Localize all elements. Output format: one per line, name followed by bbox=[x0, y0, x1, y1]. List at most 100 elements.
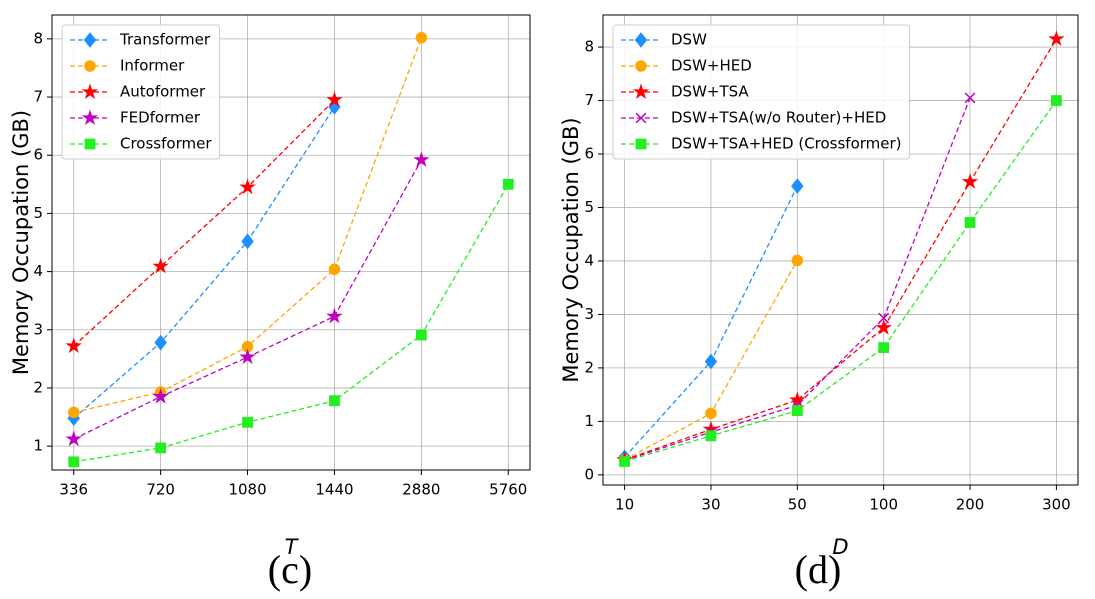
y-tick-label: 5 bbox=[33, 204, 43, 222]
y-tick-label: 7 bbox=[584, 91, 594, 109]
marker bbox=[635, 138, 647, 150]
marker bbox=[791, 405, 803, 417]
marker bbox=[68, 456, 80, 468]
y-tick-label: 4 bbox=[33, 262, 43, 280]
legend-label: DSW+TSA(w/o Router)+HED bbox=[671, 109, 886, 127]
series-line bbox=[624, 100, 1057, 463]
legend-label: Informer bbox=[120, 57, 185, 75]
x-tick-label: 200 bbox=[956, 496, 985, 514]
plot-frame bbox=[602, 14, 1079, 486]
marker bbox=[789, 391, 806, 407]
legend: Transformer Informer Autoformer FEDformer Cr… bbox=[61, 24, 220, 160]
marker bbox=[705, 407, 717, 420]
marker bbox=[415, 329, 427, 341]
marker bbox=[961, 173, 979, 189]
marker bbox=[154, 334, 167, 351]
marker bbox=[964, 92, 976, 104]
legend-label: DSW bbox=[671, 31, 707, 49]
marker bbox=[326, 91, 343, 107]
x-tick-label: 100 bbox=[869, 496, 898, 514]
legend-label: Transformer bbox=[119, 31, 211, 49]
marker bbox=[155, 442, 167, 454]
y-tick-label: 6 bbox=[33, 146, 43, 164]
marker bbox=[152, 388, 169, 404]
y-tick-label: 0 bbox=[584, 465, 594, 483]
x-tick-label: 1080 bbox=[228, 481, 266, 499]
y-tick-label: 3 bbox=[584, 305, 594, 323]
series-line bbox=[73, 106, 336, 419]
x-axis-label: T bbox=[285, 535, 300, 559]
x-tick-label: 720 bbox=[146, 481, 175, 499]
chart: 10 30 50 100 200 300 0 1 2 3 4 5 6 7 8 D Memory Occupati… bbox=[559, 14, 1079, 592]
series-line bbox=[73, 99, 335, 347]
series-line bbox=[624, 38, 1057, 461]
x-tick-label: 336 bbox=[59, 481, 88, 499]
plot-frame bbox=[51, 14, 531, 471]
marker bbox=[878, 342, 890, 353]
marker bbox=[635, 60, 647, 72]
marker bbox=[634, 32, 648, 48]
marker bbox=[875, 319, 892, 335]
y-tick-label: 4 bbox=[584, 251, 594, 269]
marker bbox=[415, 31, 428, 44]
legend-label: Crossformer bbox=[120, 135, 212, 153]
marker bbox=[791, 254, 804, 267]
x-tick-label: 5760 bbox=[489, 481, 527, 499]
legend: DSW DSW+HED DSW+TSA DSW+TSA(w/o Router)+HED… bbox=[612, 24, 911, 160]
legend-label: DSW+TSA bbox=[671, 83, 749, 101]
caption: (d) bbox=[795, 547, 842, 592]
x-tick-label: 30 bbox=[701, 496, 720, 514]
marker bbox=[81, 109, 99, 125]
marker bbox=[964, 217, 976, 228]
y-axis-label: Memory Occupation (GB) bbox=[559, 117, 583, 382]
marker bbox=[704, 353, 718, 370]
marker bbox=[65, 430, 82, 447]
marker bbox=[328, 263, 341, 276]
marker bbox=[329, 395, 340, 407]
y-tick-label: 8 bbox=[33, 29, 43, 47]
legend-frame bbox=[612, 24, 911, 160]
y-tick-label: 7 bbox=[33, 88, 43, 106]
y-tick-label: 1 bbox=[584, 412, 594, 430]
x-tick-label: 10 bbox=[615, 496, 634, 514]
marker bbox=[83, 32, 97, 48]
legend-label: FEDformer bbox=[120, 109, 201, 127]
x-tick-label: 300 bbox=[1042, 496, 1071, 514]
marker bbox=[239, 348, 256, 365]
marker bbox=[878, 312, 890, 324]
marker bbox=[619, 456, 630, 467]
legend-label: Autoformer bbox=[120, 83, 206, 101]
legend-frame bbox=[61, 24, 220, 160]
marker bbox=[635, 112, 647, 124]
y-tick-label: 2 bbox=[33, 378, 43, 396]
marker bbox=[152, 257, 169, 274]
y-tick-label: 8 bbox=[584, 38, 594, 56]
y-tick-label: 3 bbox=[33, 320, 43, 338]
y-tick-label: 2 bbox=[584, 358, 594, 376]
marker bbox=[84, 138, 96, 150]
x-tick-label: 2880 bbox=[402, 481, 440, 499]
marker bbox=[239, 178, 256, 195]
x-tick-label: 1440 bbox=[315, 481, 353, 499]
marker bbox=[413, 151, 430, 167]
marker bbox=[1051, 95, 1062, 106]
y-tick-label: 1 bbox=[33, 437, 43, 455]
y-tick-label: 5 bbox=[584, 198, 594, 216]
marker bbox=[84, 60, 96, 72]
marker bbox=[67, 406, 80, 419]
marker bbox=[791, 178, 804, 194]
x-tick-label: 50 bbox=[788, 496, 807, 514]
marker bbox=[705, 430, 717, 442]
caption: (c) bbox=[268, 547, 312, 592]
marker bbox=[242, 416, 253, 428]
marker bbox=[81, 83, 99, 99]
marker bbox=[241, 233, 254, 250]
x-axis-label: D bbox=[832, 535, 848, 559]
marker bbox=[502, 178, 514, 190]
y-tick-label: 6 bbox=[584, 145, 594, 163]
legend-label: DSW+TSA+HED (Crossformer) bbox=[671, 135, 902, 153]
legend-label: DSW+HED bbox=[671, 57, 752, 75]
marker bbox=[1048, 30, 1065, 47]
